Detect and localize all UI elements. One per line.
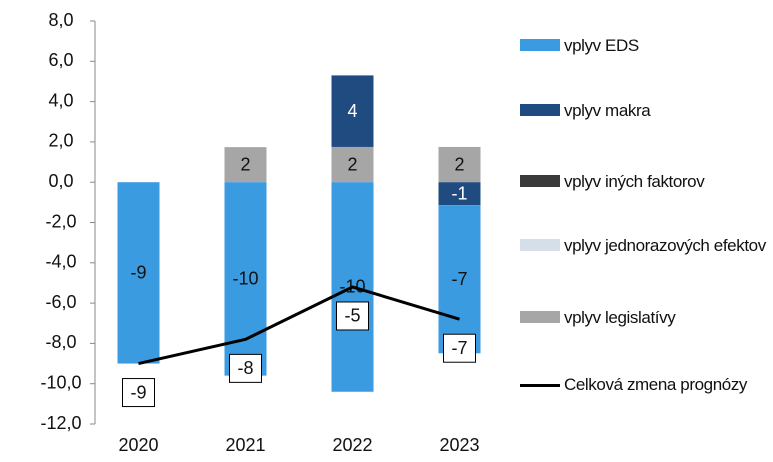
legend: vplyv EDS vplyv makra vplyv iných faktorov…: [520, 0, 773, 462]
data-label: -1: [451, 183, 467, 203]
y-tick-label: 2,0: [48, 131, 73, 151]
y-tick-label: -10,0: [40, 372, 81, 392]
legend-item: vplyv EDS: [520, 34, 769, 58]
y-tick-label: 4,0: [48, 90, 73, 110]
legend-swatch: [520, 175, 560, 187]
legend-swatch: [520, 384, 560, 387]
legend-swatch: [520, 39, 560, 51]
label-box: [336, 301, 369, 331]
y-tick-label: 6,0: [48, 50, 73, 70]
legend-item: Celková zmena prognózy: [520, 373, 769, 397]
legend-label: Celková zmena prognózy: [564, 375, 748, 394]
data-label: -5: [344, 306, 360, 326]
label-box: [122, 378, 155, 408]
data-label: -8: [237, 358, 253, 378]
x-tick-label: 2022: [332, 435, 372, 455]
bar: [331, 146, 374, 183]
data-label: -10: [232, 269, 258, 289]
data-label: -7: [451, 269, 467, 289]
legend-item: vplyv iných faktorov: [520, 170, 769, 194]
data-label: 2: [454, 154, 464, 174]
x-tick-label: 2020: [118, 435, 158, 455]
legend-item: vplyv jednorazových efektov: [520, 234, 769, 258]
data-label: -9: [130, 263, 146, 283]
y-tick-label: -4,0: [45, 252, 76, 272]
legend-label: vplyv jednorazových efektov: [564, 236, 766, 255]
legend-swatch: [520, 239, 560, 251]
legend-label: vplyv iných faktorov: [564, 172, 705, 191]
legend-item: vplyv makra: [520, 99, 769, 123]
y-tick-label: 8,0: [48, 10, 73, 30]
bar: [224, 147, 267, 183]
bar: [438, 205, 481, 354]
y-tick-label: 0,0: [48, 171, 73, 191]
bar: [438, 146, 481, 183]
data-label: -7: [451, 338, 467, 358]
x-tick-label: 2023: [439, 435, 479, 455]
legend-label: vplyv makra: [564, 101, 651, 120]
line: [138, 285, 460, 366]
label-box: [443, 333, 476, 363]
y-tick-label: -12,0: [40, 413, 81, 433]
y-tick-label: -8,0: [45, 332, 76, 352]
data-label: 2: [347, 154, 357, 174]
y-tick-label: -6,0: [45, 292, 76, 312]
bar: [117, 182, 160, 364]
data-label: 4: [347, 101, 357, 121]
data-label: -9: [130, 382, 146, 402]
y-tick-label: -2,0: [45, 211, 76, 231]
x-tick-label: 2021: [225, 435, 265, 455]
label-box: [229, 353, 262, 383]
legend-swatch: [520, 104, 560, 116]
bar: [438, 182, 481, 206]
bar: [331, 75, 374, 147]
data-label: 2: [240, 154, 250, 174]
legend-item: vplyv legislatívy: [520, 306, 769, 330]
legend-label: vplyv legislatívy: [564, 308, 676, 327]
legend-label: vplyv EDS: [564, 36, 639, 55]
legend-swatch: [520, 311, 560, 323]
